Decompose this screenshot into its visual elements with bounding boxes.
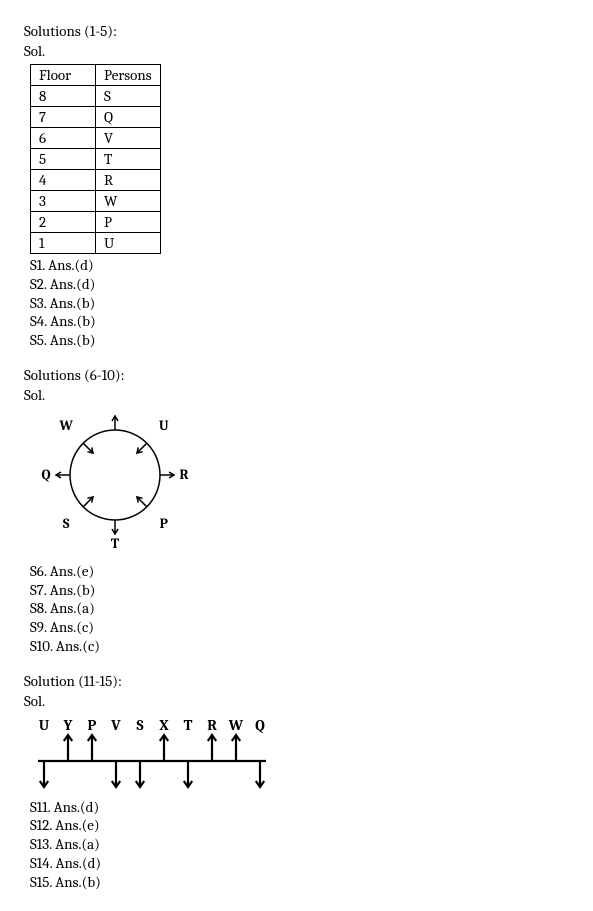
svg-text:T: T [111,535,120,552]
table-cell: U [96,233,161,254]
svg-text:Y: Y [63,716,73,734]
answer-line: S12. Ans.(e) [30,816,569,835]
table-cell: 4 [31,170,96,191]
section2-title: Solutions (6-10): [24,366,569,384]
table-cell: Q [96,107,161,128]
table-row: 2P [31,212,161,233]
svg-text:V: V [110,410,120,414]
answer-line: S9. Ans.(c) [30,618,569,637]
svg-text:P: P [88,716,97,734]
svg-text:S: S [136,716,143,734]
answer-line: S2. Ans.(d) [30,275,569,294]
table-cell: W [96,191,161,212]
section3-title: Solution (11-15): [24,672,569,690]
answer-line: S11. Ans.(d) [30,798,569,817]
svg-text:R: R [207,716,217,734]
svg-text:Q: Q [255,716,265,734]
circle-diagram: V U R P T S Q W [30,410,220,560]
svg-text:U: U [159,417,169,434]
answer-line: S8. Ans.(a) [30,599,569,618]
table-cell: 1 [31,233,96,254]
svg-text:Q: Q [41,466,50,483]
table-row: 6V [31,128,161,149]
table-cell: V [96,128,161,149]
section3-answers: S11. Ans.(d)S12. Ans.(e)S13. Ans.(a)S14.… [30,798,569,892]
answer-line: S6. Ans.(e) [30,562,569,581]
section3-sol: Sol. [24,692,569,710]
svg-text:R: R [180,466,189,483]
svg-text:W: W [228,716,244,734]
section1-sol: Sol. [24,42,569,60]
svg-text:U: U [39,716,50,734]
table-cell: S [96,86,161,107]
svg-text:W: W [58,417,73,434]
answer-line: S10. Ans.(c) [30,637,569,656]
answer-line: S7. Ans.(b) [30,581,569,600]
table-cell: 7 [31,107,96,128]
table-cell: T [96,149,161,170]
table-cell: 8 [31,86,96,107]
floor-table: FloorPersons8S7Q6V5T4R3W2P1U [30,64,161,254]
table-row: 4R [31,170,161,191]
svg-text:T: T [184,716,193,734]
answer-line: S1. Ans.(d) [30,256,569,275]
table-row: 8S [31,86,161,107]
table-row: 1U [31,233,161,254]
table-row: 7Q [31,107,161,128]
answer-line: S14. Ans.(d) [30,854,569,873]
table-row: 3W [31,191,161,212]
section2-sol: Sol. [24,386,569,404]
table-cell: R [96,170,161,191]
answer-line: S15. Ans.(b) [30,873,569,892]
table-row: 5T [31,149,161,170]
table-header-cell: Persons [96,65,161,86]
answer-line: S4. Ans.(b) [30,312,569,331]
answer-line: S13. Ans.(a) [30,835,569,854]
table-cell: 2 [31,212,96,233]
row-diagram: UYPVSXTRWQ [30,716,300,796]
section1-answers: S1. Ans.(d)S2. Ans.(d)S3. Ans.(b)S4. Ans… [30,256,569,350]
table-cell: 6 [31,128,96,149]
svg-text:P: P [160,515,169,532]
section1-title: Solutions (1-5): [24,22,569,40]
svg-text:S: S [63,515,70,532]
table-cell: 5 [31,149,96,170]
svg-text:X: X [159,716,169,734]
table-cell: 3 [31,191,96,212]
section2-answers: S6. Ans.(e)S7. Ans.(b)S8. Ans.(a)S9. Ans… [30,562,569,656]
answer-line: S3. Ans.(b) [30,294,569,313]
table-cell: P [96,212,161,233]
answer-line: S5. Ans.(b) [30,331,569,350]
table-header-cell: Floor [31,65,96,86]
svg-text:V: V [110,716,121,734]
